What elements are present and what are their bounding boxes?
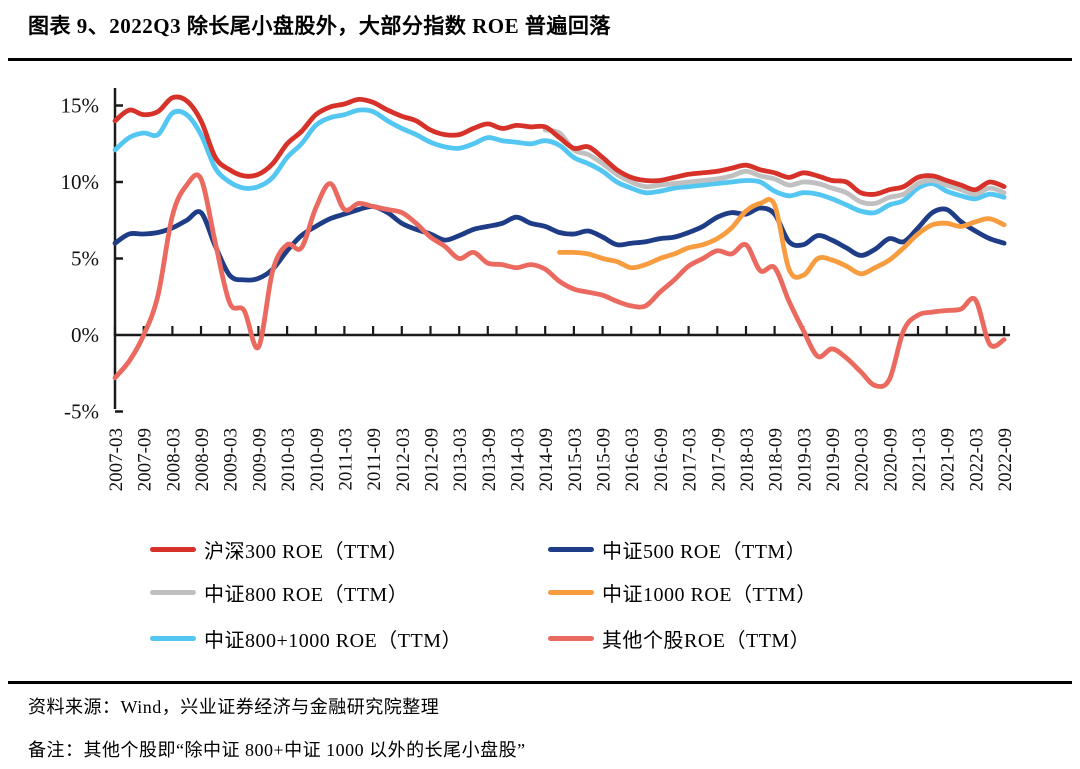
legend-swatch-zz800p1000 (150, 635, 196, 641)
x-tick-label: 2018-03 (737, 428, 758, 491)
x-tick-label: 2013-09 (479, 428, 500, 491)
x-tick-label: 2018-09 (766, 428, 787, 491)
x-tick-label: 2013-03 (450, 428, 471, 491)
source-note: 资料来源：Wind，兴业证券经济与金融研究院整理 (28, 697, 440, 717)
legend-item-zz500: 中证500 ROE（TTM） (548, 537, 807, 563)
x-tick-label: 2009-09 (249, 428, 270, 491)
x-tick-label: 2010-09 (307, 428, 328, 491)
x-tick-label: 2011-03 (335, 428, 356, 491)
legend-item-zz1000: 中证1000 ROE（TTM） (548, 580, 817, 606)
legend-label-hs300: 沪深300 ROE（TTM） (204, 540, 409, 563)
legend-swatch-zz500 (548, 546, 594, 552)
legend-item-hs300: 沪深300 ROE（TTM） (150, 537, 409, 563)
x-tick-label: 2015-03 (565, 428, 586, 491)
series-line-4 (112, 107, 1007, 216)
x-tick-label: 2020-09 (880, 428, 901, 491)
series-line-0 (112, 94, 1007, 197)
legend-label-others: 其他个股ROE（TTM） (602, 629, 811, 652)
footnote: 备注：其他个股即“除中证 800+中证 1000 以外的长尾小盘股” (28, 740, 526, 760)
legend-swatch-zz1000 (548, 589, 594, 595)
x-tick-label: 2008-09 (192, 428, 213, 491)
legend-item-others: 其他个股ROE（TTM） (548, 626, 811, 652)
series-line-3 (557, 196, 1007, 280)
series-line-1 (112, 204, 1007, 283)
legend-item-zz800: 中证800 ROE（TTM） (150, 580, 409, 606)
x-tick-label: 2015-09 (594, 428, 615, 491)
series-line-2 (542, 127, 1007, 207)
x-tick-label: 2007-03 (106, 428, 127, 491)
y-tick-label: 15% (61, 94, 100, 118)
legend-swatch-hs300 (150, 546, 196, 552)
x-tick-label: 2014-09 (536, 428, 557, 491)
x-tick-label: 2017-03 (680, 428, 701, 491)
x-tick-label: 2022-03 (966, 428, 987, 491)
y-tick-label: 5% (71, 247, 99, 271)
legend-label-zz500: 中证500 ROE（TTM） (602, 540, 807, 563)
x-tick-label: 2008-03 (163, 428, 184, 491)
x-tick-label: 2014-03 (508, 428, 529, 491)
y-tick-label: 10% (61, 170, 100, 194)
footer-divider (8, 681, 1072, 684)
title-divider (8, 58, 1072, 61)
x-tick-label: 2012-09 (422, 428, 443, 491)
x-tick-label: 2020-03 (852, 428, 873, 491)
figure-title: 图表 9、2022Q3 除长尾小盘股外，大部分指数 ROE 普遍回落 (28, 14, 611, 38)
x-tick-label: 2021-03 (909, 428, 930, 491)
y-tick-label: 0% (71, 323, 99, 347)
legend-swatch-others (548, 635, 594, 641)
legend-label-zz800: 中证800 ROE（TTM） (204, 583, 409, 606)
legend-label-zz800p1000: 中证800+1000 ROE（TTM） (204, 629, 462, 652)
x-tick-label: 2007-09 (135, 428, 156, 491)
x-tick-label: 2009-03 (221, 428, 242, 491)
x-tick-label: 2016-03 (622, 428, 643, 491)
x-tick-label: 2016-09 (651, 428, 672, 491)
y-tick-label: -5% (64, 400, 99, 424)
x-tick-label: 2022-09 (995, 428, 1016, 491)
x-tick-label: 2012-03 (393, 428, 414, 491)
legend-swatch-zz800 (150, 589, 196, 595)
x-tick-label: 2021-09 (938, 428, 959, 491)
legend-item-zz800p1000: 中证800+1000 ROE（TTM） (150, 626, 462, 652)
x-tick-label: 2011-09 (364, 428, 385, 491)
legend-label-zz1000: 中证1000 ROE（TTM） (602, 583, 817, 606)
series-line-5 (112, 172, 1007, 389)
x-tick-label: 2019-03 (794, 428, 815, 491)
roe-line-chart: 15% 10% 5% 0% -5% 2007-03 2007-09 2008-03 2008-0… (61, 88, 1016, 491)
x-tick-label: 2019-09 (823, 428, 844, 491)
x-tick-label: 2010-03 (278, 428, 299, 491)
x-tick-label: 2017-09 (708, 428, 729, 491)
